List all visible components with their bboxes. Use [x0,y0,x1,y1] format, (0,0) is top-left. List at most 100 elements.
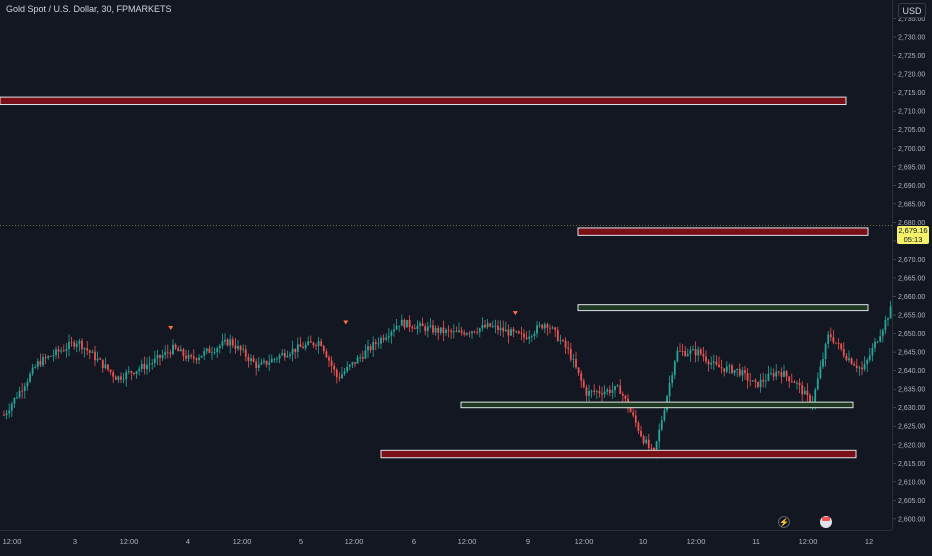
candle-body [255,361,258,368]
candle-body [333,365,336,370]
candle-body [455,331,458,332]
candle-body [463,332,466,335]
lightning-icon[interactable]: ⚡ [778,516,790,528]
candle-body [783,371,785,377]
candle-body [749,380,752,382]
candle-body [585,387,588,396]
calendar-event-icon[interactable] [820,516,832,528]
candle-body [257,364,260,368]
candle-body [408,320,411,327]
candle-body [845,355,848,361]
candle-body [146,364,148,370]
candle-body [387,335,390,338]
candle-body [47,356,50,359]
time-tick-label: 4 [186,537,190,546]
chart-area[interactable] [0,0,932,530]
candle-body [13,397,16,404]
price-tick-label: 2,640.00 [898,368,925,375]
candle-body [650,447,653,449]
symbol-title[interactable]: Gold Spot / U.S. Dollar, 30, FPMARKETS [6,4,172,14]
candle-body [673,361,676,376]
candle-body [260,362,263,365]
candle-body [315,345,317,347]
candle-body [445,329,447,334]
candle-body [343,371,346,375]
price-tick-label: 2,660.00 [898,294,925,301]
candle-body [725,366,728,372]
candle-body [289,354,291,356]
candle-body [312,342,315,346]
candlestick-chart[interactable] [0,0,932,530]
candle-body [133,372,135,375]
candle-body [681,350,684,352]
candle-body [702,354,705,357]
candle-body [286,355,289,358]
price-scale[interactable]: 2,600.00 2,605.00 2,610.00 2,615.00 2,620.00… [892,0,932,530]
candle-body [247,356,250,361]
candle-body [413,328,416,330]
candle-body [263,360,265,363]
currency-button[interactable]: USD [898,3,926,18]
candle-body [252,358,255,362]
candle-body [91,351,94,353]
price-tick-label: 2,615.00 [898,461,925,468]
candle-body [265,360,268,365]
candle-body [517,331,520,334]
bar-countdown: 05:13 [903,235,923,244]
candle-body [221,341,224,346]
candle-body [395,325,398,330]
candle-body [130,371,133,373]
candle-body [55,349,57,356]
time-scale[interactable]: 12:00 3 12:00 4 12:00 5 12:00 6 12:00 9 12:00 10 12:… [0,530,892,550]
candle-body [403,319,406,328]
candle-body [608,389,611,393]
candle-body [632,412,635,416]
candle-body [442,327,445,334]
candle-body [478,328,481,333]
signal-marker [343,320,349,325]
candle-body [798,382,801,386]
candle-body [655,441,658,452]
candle-body [5,413,8,416]
candle-body [234,345,237,349]
candle-body [291,348,294,355]
candle-body [606,389,609,392]
candle-body [354,362,356,364]
candle-body [554,327,557,331]
time-tick-label: 9 [526,537,530,546]
candle-body [468,333,471,335]
candle-body [325,351,328,358]
candle-body [439,327,442,333]
candle-body [372,342,375,350]
candle-body [879,336,882,342]
candle-body [34,366,37,368]
candle-body [567,347,570,349]
candle-body [107,364,109,370]
price-tick-label: 2,600.00 [898,516,925,523]
candle-body [754,380,757,382]
candle-body [689,350,692,355]
time-tick-label: 12:00 [345,537,364,546]
candle-body [374,342,377,344]
candle-body [835,342,837,344]
candle-body [837,343,840,344]
candle-body [177,348,180,352]
candle-body [351,362,354,365]
candle-body [73,342,76,347]
time-tick-label: 12:00 [458,537,477,546]
candle-body [647,439,650,448]
candle-body [577,367,580,374]
candle-body [718,364,720,368]
candle-body [406,320,408,328]
candle-body [512,329,515,332]
candle-body [762,379,765,382]
candle-body [684,351,687,356]
candle-body [200,355,203,358]
price-tick-label: 2,645.00 [898,350,925,357]
price-tick-label: 2,680.00 [898,220,925,227]
candle-body [694,349,697,356]
candle-body [723,368,726,372]
candle-body [307,341,310,345]
candle-body [840,343,843,349]
candle-body [148,364,151,365]
